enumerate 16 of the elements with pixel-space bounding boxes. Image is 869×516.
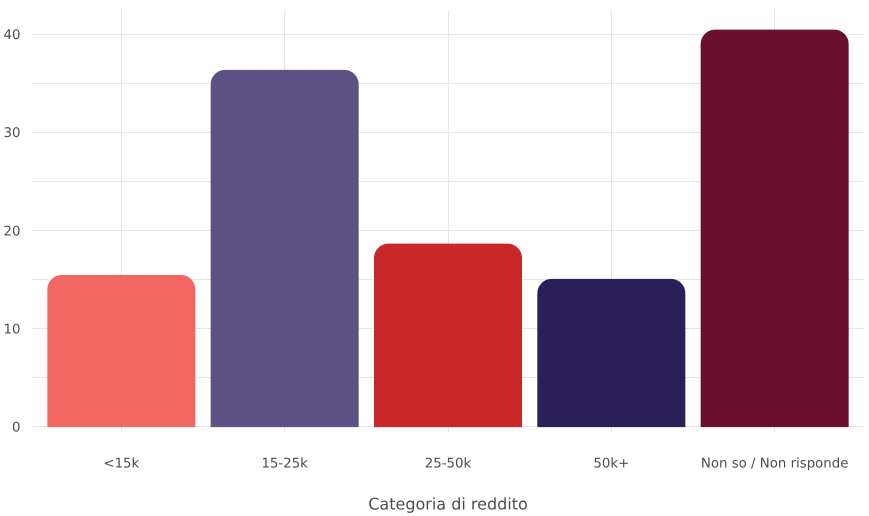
bar [374, 244, 522, 428]
y-tick-label: 30 [4, 126, 21, 142]
bar [47, 274, 196, 428]
x-tick-label: <15k [103, 456, 140, 472]
x-tick-label: 25-50k [424, 456, 472, 472]
y-tick-label: 40 [4, 28, 21, 44]
y-tick-label: 10 [4, 322, 21, 338]
bar [210, 70, 359, 428]
y-tick-label: 0 [12, 420, 21, 436]
x-tick-label: Non so / Non risponde [700, 456, 848, 472]
x-tick-label: 15-25k [261, 456, 308, 472]
y-tick-label: 20 [4, 224, 21, 240]
x-tick-label: 50k+ [593, 456, 630, 472]
bar [700, 30, 849, 428]
x-axis-title: Categoria di reddito [368, 494, 528, 514]
bar [537, 278, 686, 428]
